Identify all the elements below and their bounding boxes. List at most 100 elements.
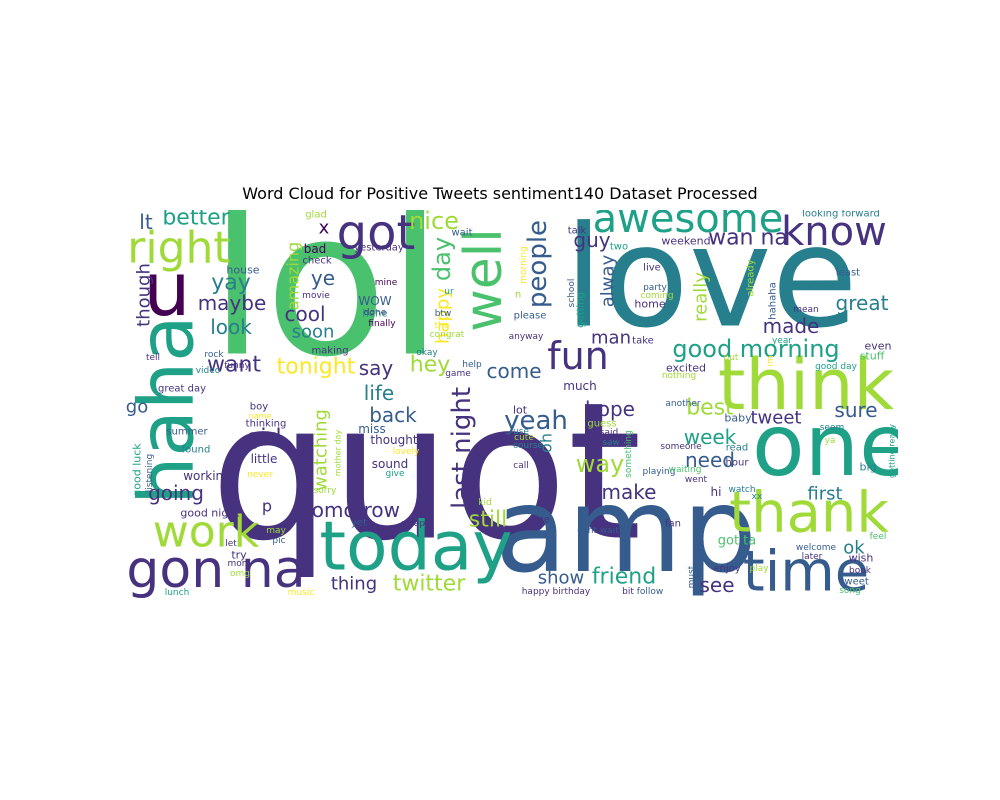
word-lol: lol xyxy=(209,210,443,402)
word-quot: quot xyxy=(210,362,642,583)
word-ur: ur xyxy=(444,287,454,297)
word-nothing: nothing xyxy=(662,371,696,381)
word-two: two xyxy=(610,242,628,253)
word-guy: guy xyxy=(573,228,610,252)
word-first: first xyxy=(807,484,842,505)
word-man: man xyxy=(591,328,631,349)
word-boy: boy xyxy=(250,402,268,413)
word-great-day: great day xyxy=(158,384,206,395)
word-welcome: welcome xyxy=(796,543,837,553)
word-wait: wait xyxy=(451,228,472,239)
word-oh: oh xyxy=(537,433,556,453)
word-bit: bit xyxy=(622,587,634,597)
word-omg: omg xyxy=(230,569,250,579)
word-playing: playing xyxy=(643,467,676,477)
word-hehe: hehe xyxy=(363,309,388,320)
word-awesome: awesome xyxy=(593,210,784,242)
word-song: song xyxy=(839,586,861,596)
word-want: want xyxy=(207,353,261,378)
word-movie: movie xyxy=(302,291,330,301)
word-lunch: lunch xyxy=(165,588,190,598)
word-soon: soon xyxy=(292,322,335,343)
word-use: use xyxy=(513,427,529,437)
word-go: go xyxy=(126,397,148,418)
word-live: live xyxy=(643,263,661,274)
word-happy: happy xyxy=(433,288,454,344)
word-made: made xyxy=(763,314,820,338)
word-give: give xyxy=(385,469,405,479)
word-tonight: tonight xyxy=(277,355,356,380)
word-anyway: anyway xyxy=(509,332,544,342)
word-finally: finally xyxy=(368,319,396,329)
word-went: went xyxy=(685,475,708,485)
word-n: n xyxy=(515,290,521,301)
word-u: u xyxy=(144,247,191,333)
word-great: great xyxy=(836,291,889,315)
word-pic: pic xyxy=(272,536,285,546)
word-tweet: tweet xyxy=(751,408,802,429)
word-world: world xyxy=(598,434,623,444)
word-got: got xyxy=(337,210,416,261)
word-thinking: thinking xyxy=(246,419,287,430)
word-check: check xyxy=(302,256,331,267)
word-summer: summer xyxy=(166,427,208,438)
word-got-ta: got ta xyxy=(718,534,757,549)
word-watching: watching xyxy=(311,409,332,491)
word-someone: someone xyxy=(660,442,702,452)
word-getting-ready: getting ready xyxy=(888,424,897,478)
word-mean: mean xyxy=(793,305,819,315)
word-weekend: weekend xyxy=(661,235,710,248)
word-xx: xx xyxy=(752,492,763,502)
word-well: well xyxy=(454,228,514,331)
word-show: show xyxy=(538,568,585,589)
word-look: look xyxy=(210,315,252,339)
word-amazing: amazing xyxy=(284,242,303,310)
word-week: week xyxy=(684,425,737,449)
word-thank: thank xyxy=(729,481,889,546)
word-much: much xyxy=(563,379,597,393)
word-need: need xyxy=(685,448,735,472)
word-mother-day: mother day xyxy=(334,430,343,477)
word-wish: wish xyxy=(849,552,874,565)
word-getting: getting xyxy=(576,292,587,328)
word-way: way xyxy=(576,450,625,478)
word-btw: btw xyxy=(435,309,452,319)
word-love: love xyxy=(564,210,858,360)
word-really: really xyxy=(691,272,712,322)
word-congrat: congrat xyxy=(430,330,465,340)
word-later: later xyxy=(802,552,823,562)
word-watch: watch xyxy=(728,485,755,495)
word-please: please xyxy=(514,311,547,322)
word-hope: hope xyxy=(585,397,635,421)
word-back: back xyxy=(369,403,417,427)
word-another: another xyxy=(665,399,700,409)
word-hey: hey xyxy=(410,353,451,378)
word-day: day xyxy=(428,237,456,281)
word-baby: baby xyxy=(724,412,752,425)
word-little: little xyxy=(251,452,278,466)
word-sound: sound xyxy=(372,457,408,471)
chart-title: Word Cloud for Positive Tweets sentiment… xyxy=(242,184,758,203)
word-friend: friend xyxy=(592,565,656,590)
word-must: must xyxy=(687,565,697,588)
word-time: time xyxy=(743,540,870,601)
word-work: work xyxy=(153,507,260,558)
word-better: better xyxy=(162,210,230,231)
word-coming: coming xyxy=(640,291,673,301)
word-even: even xyxy=(864,340,891,353)
word-put: put xyxy=(724,353,739,363)
word-ye: ye xyxy=(311,266,335,290)
word-guess: guess xyxy=(587,419,616,430)
word-name: name xyxy=(249,412,272,421)
word-working: working xyxy=(183,469,231,483)
word-course: course xyxy=(513,441,544,451)
word-good-luck: good luck xyxy=(131,443,144,497)
word-girl: girl xyxy=(246,426,281,451)
word-home: home xyxy=(634,298,665,311)
word-yay: yay xyxy=(211,271,251,296)
word-cute: cute xyxy=(514,433,534,443)
word-fun: fun xyxy=(547,334,609,378)
word-people: people xyxy=(523,220,553,308)
word-okay: okay xyxy=(416,348,438,358)
